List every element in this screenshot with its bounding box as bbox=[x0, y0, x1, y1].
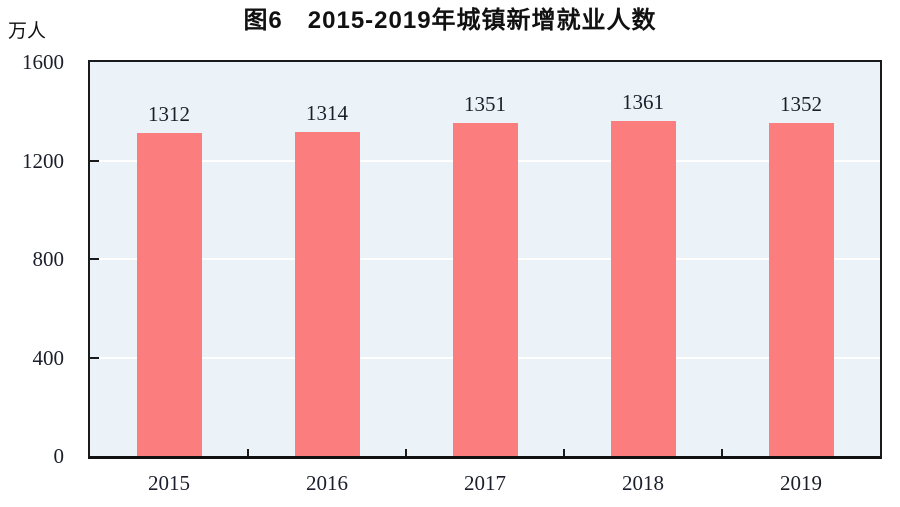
x-axis-label-2015: 2015 bbox=[148, 471, 190, 495]
x-axis-label-2018: 2018 bbox=[622, 471, 664, 495]
bar-2017 bbox=[452, 123, 518, 456]
y-tick-mark-1200 bbox=[90, 159, 99, 162]
x-axis-label-2016: 2016 bbox=[306, 471, 348, 495]
bar-value-label-2019: 1352 bbox=[780, 92, 822, 116]
x-tick-mark-3 bbox=[563, 449, 565, 456]
y-axis-label-1600: 1600 bbox=[22, 50, 64, 74]
chart-title: 图6 2015-2019年城镇新增就业人数 bbox=[243, 7, 657, 34]
plot-area: 1312 1314 1351 1361 1352 bbox=[88, 60, 882, 459]
x-axis-label-2019: 2019 bbox=[780, 471, 822, 495]
x-tick-mark-4 bbox=[721, 449, 723, 456]
y-axis-label-1200: 1200 bbox=[22, 148, 64, 173]
x-axis-label-2017: 2017 bbox=[464, 471, 506, 495]
y-tick-mark-400 bbox=[90, 356, 99, 359]
bar-value-label-2018: 1361 bbox=[622, 90, 664, 114]
bar-value-label-2015: 1312 bbox=[148, 102, 190, 126]
bar-2018 bbox=[610, 121, 676, 456]
bar-value-label-2017: 1351 bbox=[464, 92, 506, 116]
y-tick-mark-800 bbox=[90, 258, 99, 260]
x-tick-mark-2 bbox=[405, 449, 407, 456]
y-axis-label-0: 0 bbox=[53, 444, 65, 468]
bar-value-label-2016: 1314 bbox=[306, 101, 348, 125]
bar-2019 bbox=[768, 123, 834, 456]
y-axis-unit-label: 万人 bbox=[8, 21, 47, 42]
y-axis-label-400: 400 bbox=[32, 345, 65, 370]
bar-2016 bbox=[294, 132, 360, 456]
bar-2015 bbox=[136, 133, 202, 456]
x-tick-mark-1 bbox=[247, 449, 249, 456]
y-axis-label-800: 800 bbox=[32, 247, 65, 271]
